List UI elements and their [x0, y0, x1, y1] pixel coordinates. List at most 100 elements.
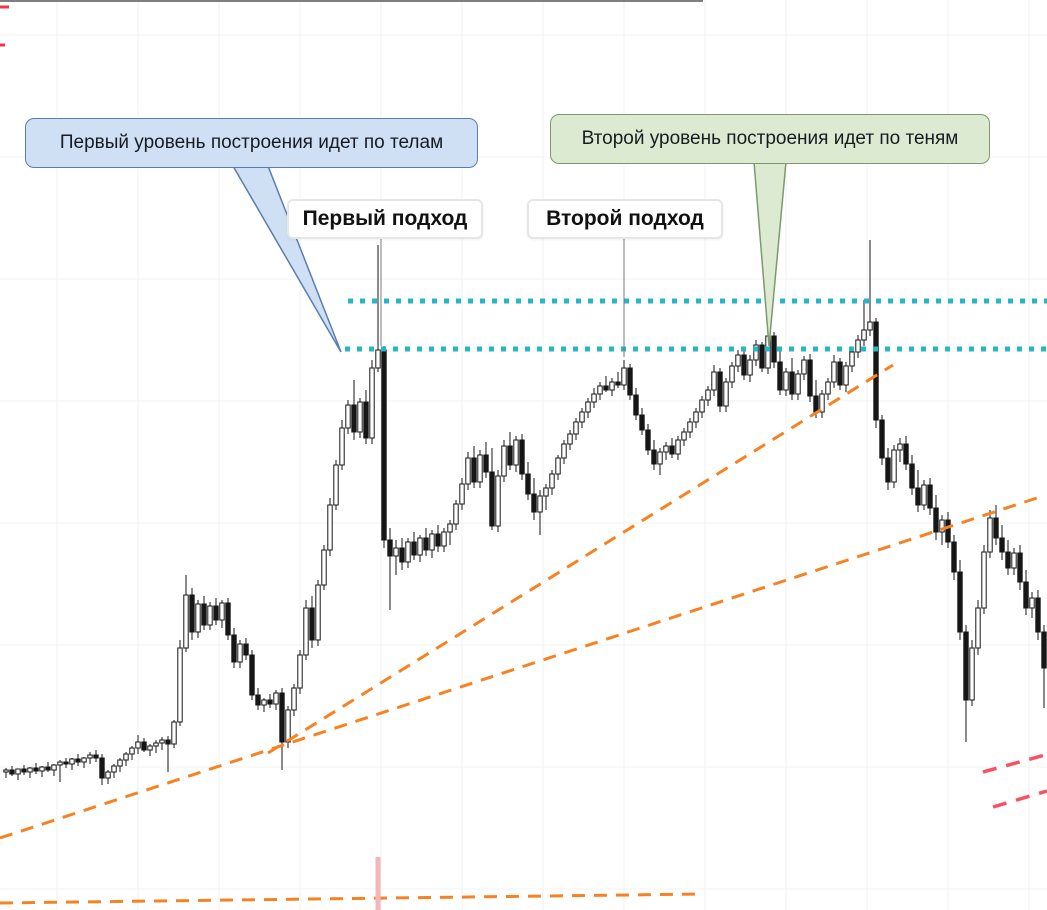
candle [681, 428, 687, 446]
candle [549, 470, 555, 495]
red-dash-lower[interactable] [992, 789, 1047, 809]
candle [495, 470, 501, 532]
label-first-approach-text: Первый подход [302, 207, 468, 230]
bottom-orange-line[interactable] [0, 892, 704, 905]
callout-first-level[interactable]: Первый уровень построения идет по телам [25, 118, 478, 168]
candle [963, 625, 969, 742]
candle [807, 354, 813, 402]
candle [981, 545, 987, 614]
candle [831, 355, 837, 388]
candle [21, 765, 27, 775]
candle [993, 505, 999, 545]
candle [753, 340, 759, 366]
candle [327, 498, 333, 556]
candle [429, 530, 435, 558]
candle [969, 640, 975, 706]
candle [573, 418, 579, 440]
candle [381, 346, 387, 548]
candle [333, 460, 339, 510]
candle [837, 358, 843, 390]
candle [675, 436, 681, 460]
candle [375, 245, 381, 372]
trendline-shallow[interactable] [0, 494, 1044, 840]
candle [999, 525, 1005, 560]
candle [885, 448, 891, 490]
candle [123, 752, 129, 766]
candle [261, 698, 267, 712]
candle [279, 688, 285, 770]
candle [393, 540, 399, 575]
candle [321, 545, 327, 590]
candle [1041, 625, 1047, 708]
candle [687, 418, 693, 438]
callout-second-level[interactable]: Второй уровень построения идет по теням [550, 114, 990, 164]
candle [783, 368, 789, 396]
candle [1017, 545, 1023, 590]
candle [1035, 590, 1041, 640]
candle [303, 600, 309, 660]
candle [189, 588, 195, 640]
candle [927, 478, 933, 515]
candle [129, 746, 135, 760]
candle [363, 390, 369, 444]
candle [171, 720, 177, 748]
candle [987, 510, 993, 558]
candle [1011, 548, 1017, 575]
candle [183, 575, 189, 652]
candle [921, 480, 927, 510]
candle [915, 470, 921, 512]
trendline-steep[interactable] [267, 363, 894, 755]
candle [273, 690, 279, 710]
candle [465, 452, 471, 490]
candle [909, 455, 915, 495]
callout-tails-layer [231, 161, 787, 353]
green-callout-tail[interactable] [753, 161, 787, 347]
candle [309, 596, 315, 648]
candle [627, 364, 633, 400]
candle [567, 430, 573, 450]
candle [339, 420, 345, 470]
candle [39, 766, 45, 777]
candle [933, 495, 939, 540]
candle [177, 640, 183, 726]
candle [501, 440, 507, 482]
candle [879, 415, 885, 465]
candle [795, 370, 801, 400]
label-second-approach[interactable]: Второй подход [527, 199, 723, 239]
candle [15, 768, 21, 780]
candle [315, 580, 321, 646]
candle [699, 396, 705, 418]
candle [423, 528, 429, 556]
candle [405, 538, 411, 568]
candle [357, 398, 363, 438]
candle [99, 754, 105, 785]
candle [69, 758, 75, 770]
candle [897, 438, 903, 462]
callout-second-level-text: Второй уровень построения идет по теням [581, 128, 959, 149]
candle [141, 738, 147, 752]
candle [93, 750, 99, 762]
blue-callout-tail[interactable] [231, 165, 342, 353]
candles-layer [3, 240, 1047, 785]
candle [639, 408, 645, 435]
candle [195, 600, 201, 638]
candle [891, 445, 897, 488]
candle [249, 650, 255, 700]
candle [531, 478, 537, 520]
candle [663, 442, 669, 460]
candle [603, 376, 609, 392]
red-dash-upper[interactable] [982, 753, 1046, 774]
callout-first-level-text: Первый уровень построения идет по телам [59, 132, 444, 153]
candle [633, 388, 639, 420]
candle [237, 640, 243, 668]
label-first-approach[interactable]: Первый подход [287, 199, 483, 239]
candle [645, 424, 651, 455]
candle [741, 348, 747, 380]
candle [87, 752, 93, 764]
candle [255, 688, 261, 710]
candle [27, 767, 33, 778]
candle [117, 758, 123, 772]
candle [537, 490, 543, 535]
